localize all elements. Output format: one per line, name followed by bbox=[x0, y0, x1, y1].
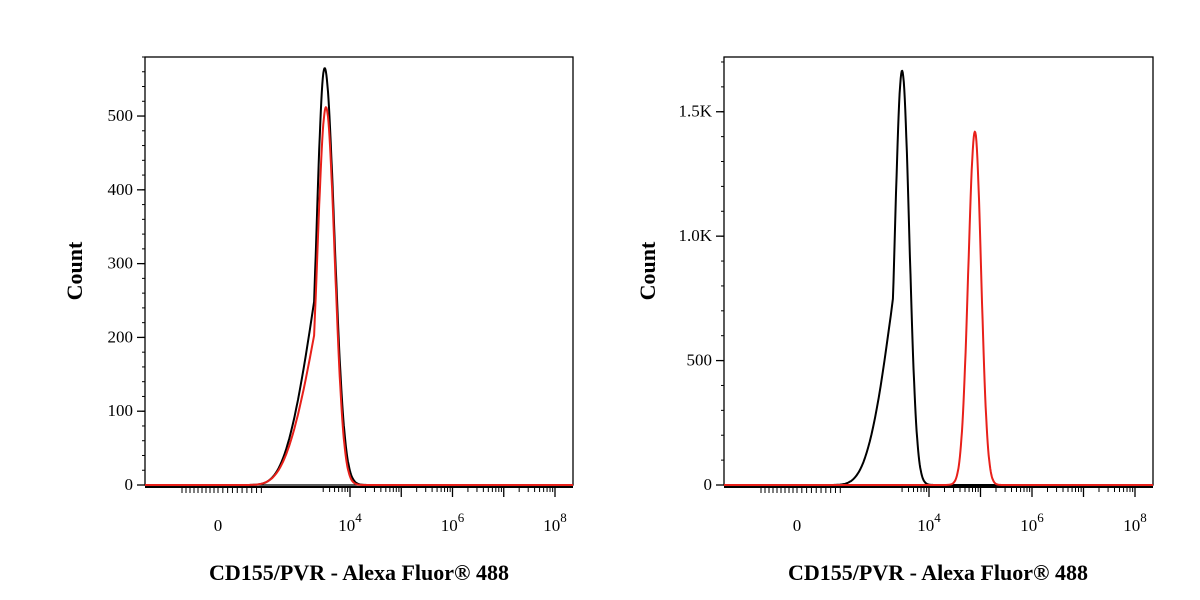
y-tick-label: 400 bbox=[108, 180, 134, 199]
x-axis-title: CD155/PVR - Alexa Fluor® 488 bbox=[209, 560, 509, 585]
y-tick-label: 300 bbox=[108, 254, 134, 273]
x-tick-base: 10 bbox=[338, 516, 355, 535]
x-tick-label: 106 bbox=[441, 510, 465, 535]
x-tick-exponent: 8 bbox=[560, 510, 567, 525]
histogram-series-red bbox=[145, 106, 573, 486]
y-axis: 0 500 1.0K 1.5K bbox=[678, 61, 724, 494]
y-axis-title: Count bbox=[635, 241, 660, 300]
series-group bbox=[145, 67, 573, 486]
y-tick-label: 1.0K bbox=[678, 226, 712, 245]
x-axis: 0 104 106 108 bbox=[724, 486, 1153, 535]
plot-frame bbox=[723, 56, 1154, 486]
y-tick-label: 100 bbox=[108, 401, 134, 420]
x-tick-label: 0 bbox=[214, 516, 223, 535]
x-tick-base: 10 bbox=[1123, 516, 1140, 535]
x-tick-base: 0 bbox=[793, 516, 802, 535]
series-group bbox=[724, 69, 1153, 486]
x-tick-base: 10 bbox=[543, 516, 560, 535]
y-axis-title: Count bbox=[62, 241, 87, 300]
x-tick-label: 0 bbox=[793, 516, 802, 535]
y-tick-label: 500 bbox=[687, 351, 713, 370]
x-tick-label: 104 bbox=[338, 510, 362, 535]
x-tick-exponent: 4 bbox=[934, 510, 941, 525]
x-tick-exponent: 6 bbox=[458, 510, 465, 525]
x-axis-title: CD155/PVR - Alexa Fluor® 488 bbox=[788, 560, 1088, 585]
y-tick-label: 1.5K bbox=[678, 102, 712, 121]
x-tick-label: 108 bbox=[1123, 510, 1147, 535]
plot-frame bbox=[144, 56, 574, 486]
x-tick-exponent: 6 bbox=[1037, 510, 1044, 525]
y-tick-label: 200 bbox=[108, 327, 134, 346]
x-tick-label: 104 bbox=[917, 510, 941, 535]
x-tick-base: 10 bbox=[441, 516, 458, 535]
y-tick-label: 0 bbox=[125, 475, 134, 494]
y-tick-label: 500 bbox=[108, 106, 134, 125]
y-tick-label: 0 bbox=[704, 475, 713, 494]
y-axis: 0 100 200 300 400 500 bbox=[108, 56, 145, 494]
x-tick-base: 10 bbox=[1020, 516, 1037, 535]
x-axis: 0 104 106 108 bbox=[145, 486, 573, 535]
x-tick-exponent: 4 bbox=[355, 510, 362, 525]
x-tick-label: 108 bbox=[543, 510, 567, 535]
histogram-series-black bbox=[724, 69, 1153, 486]
x-tick-label: 106 bbox=[1020, 510, 1044, 535]
x-tick-base: 0 bbox=[214, 516, 223, 535]
x-tick-exponent: 8 bbox=[1140, 510, 1147, 525]
histogram-series-red bbox=[724, 130, 1153, 486]
histogram-series-black bbox=[145, 67, 573, 486]
x-tick-base: 10 bbox=[917, 516, 934, 535]
